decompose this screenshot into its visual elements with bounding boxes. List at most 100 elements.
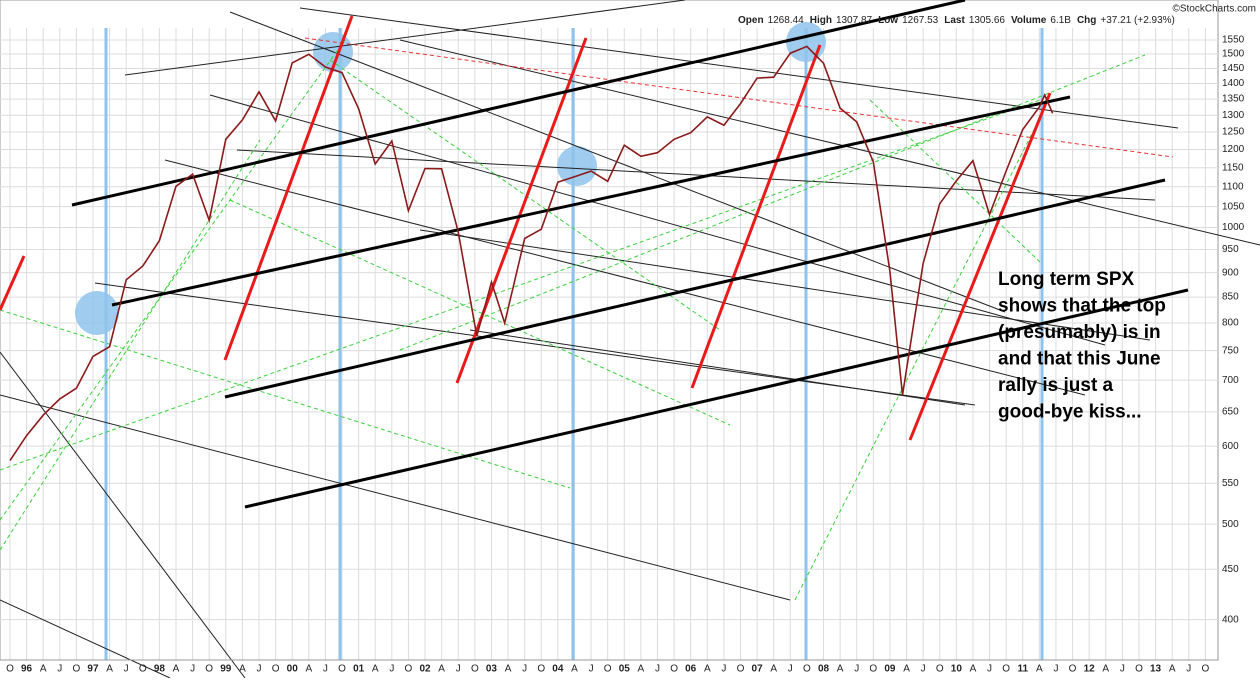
x-tick-label: O (205, 664, 213, 675)
fan-line (794, 107, 1046, 601)
x-tick-label: A (239, 664, 246, 675)
y-tick-label: 1500 (1222, 49, 1245, 60)
trend-line (164, 159, 1086, 396)
x-tick-label: 06 (685, 664, 697, 675)
x-tick-label: J (456, 664, 461, 675)
quote-label: Last (944, 15, 965, 26)
x-tick-label: O (139, 664, 147, 675)
x-tick-label: O (869, 664, 877, 675)
fan-line (399, 54, 1146, 351)
x-tick-label: O (1201, 664, 1209, 675)
x-tick-label: 96 (21, 664, 33, 675)
y-tick-label: 1200 (1222, 144, 1245, 155)
x-tick-label: J (721, 664, 726, 675)
x-tick-label: A (970, 664, 977, 675)
y-tick-label: 900 (1222, 267, 1239, 278)
trend-line (299, 7, 1179, 129)
y-tick-label: 400 (1222, 614, 1239, 625)
y-tick-label: 700 (1222, 375, 1239, 386)
x-tick-label: 98 (154, 664, 166, 675)
y-tick-label: 1300 (1222, 110, 1245, 121)
red-line (223, 15, 354, 361)
x-tick-label: J (323, 664, 328, 675)
y-tick-label: 1450 (1222, 63, 1245, 74)
annotation-line: Long term SPX (998, 269, 1135, 290)
red-line (0, 255, 26, 311)
resistance-line (304, 37, 1174, 158)
x-tick-label: 00 (287, 664, 299, 675)
x-tick-label: A (305, 664, 312, 675)
quote-value: 1268.44 (768, 15, 805, 26)
x-tick-label: J (788, 664, 793, 675)
fan-line (229, 199, 731, 426)
x-tick-label: O (737, 664, 745, 675)
y-tick-label: 850 (1222, 292, 1239, 303)
x-tick-label: A (1169, 664, 1176, 675)
y-tick-label: 1400 (1222, 78, 1245, 89)
quote-value: 1307.87 (836, 15, 873, 26)
x-tick-label: A (837, 664, 844, 675)
x-tick-label: A (173, 664, 180, 675)
x-tick-label: A (903, 664, 910, 675)
x-tick-label: 99 (220, 664, 232, 675)
highlight-circle (75, 291, 119, 335)
x-tick-label: 13 (1150, 664, 1162, 675)
annotation-line: shows that the top (998, 296, 1166, 317)
x-tick-label: J (522, 664, 527, 675)
fan-line (0, 309, 571, 489)
fan-line (0, 99, 1041, 471)
fan-line (329, 59, 721, 331)
y-tick-label: 1250 (1222, 127, 1245, 138)
y-tick-label: 1100 (1222, 181, 1244, 192)
watermark: ©StockCharts.com (1172, 4, 1256, 15)
quote-line: Open 1268.44 High 1307.87 Low 1267.53 Last 1305… (738, 15, 1175, 26)
trend-line (399, 39, 1260, 246)
annotation-line: good-bye kiss... (998, 402, 1142, 423)
trend-line (469, 329, 966, 406)
x-tick-label: O (405, 664, 413, 675)
x-tick-label: O (272, 664, 280, 675)
quote-value: 1305.66 (969, 15, 1006, 26)
x-tick-label: 09 (884, 664, 896, 675)
x-tick-label: J (389, 664, 394, 675)
x-tick-label: 01 (353, 664, 365, 675)
x-tick-label: O (604, 664, 612, 675)
channel-line (244, 288, 1189, 509)
trend-line (419, 229, 1151, 341)
x-tick-label: 02 (419, 664, 431, 675)
x-tick-label: A (40, 664, 47, 675)
x-tick-label: 07 (752, 664, 764, 675)
x-tick-label: O (338, 664, 346, 675)
quote-value: 6.1B (1050, 15, 1071, 26)
x-tick-label: O (670, 664, 678, 675)
price-line (9, 45, 1054, 462)
x-tick-label: A (704, 664, 711, 675)
y-tick-label: 1550 (1222, 35, 1245, 46)
x-tick-label: J (1186, 664, 1191, 675)
x-tick-label: A (638, 664, 645, 675)
x-tick-label: 05 (619, 664, 631, 675)
x-tick-label: O (1135, 664, 1143, 675)
x-tick-label: A (106, 664, 113, 675)
x-tick-label: J (57, 664, 62, 675)
trend-line (0, 351, 246, 679)
x-tick-label: A (1102, 664, 1109, 675)
x-tick-label: J (854, 664, 859, 675)
quote-label: Volume (1011, 15, 1047, 26)
annotation-line: rally is just a (998, 375, 1114, 396)
x-tick-label: A (505, 664, 512, 675)
fan-line (0, 139, 261, 551)
x-tick-label: O (1069, 664, 1077, 675)
annotation: Long term SPX shows that the top (presumab… (998, 269, 1166, 423)
x-tick-label: 97 (87, 664, 99, 675)
channel-line (224, 178, 1166, 399)
y-tick-label: 650 (1222, 407, 1239, 418)
trend-line (0, 394, 791, 601)
annotation-line: and that this June (998, 349, 1161, 370)
x-tick-label: A (372, 664, 379, 675)
y-tick-label: 950 (1222, 244, 1239, 255)
x-tick-label: O (72, 664, 80, 675)
x-tick-label: A (438, 664, 445, 675)
x-tick-label: O (537, 664, 545, 675)
